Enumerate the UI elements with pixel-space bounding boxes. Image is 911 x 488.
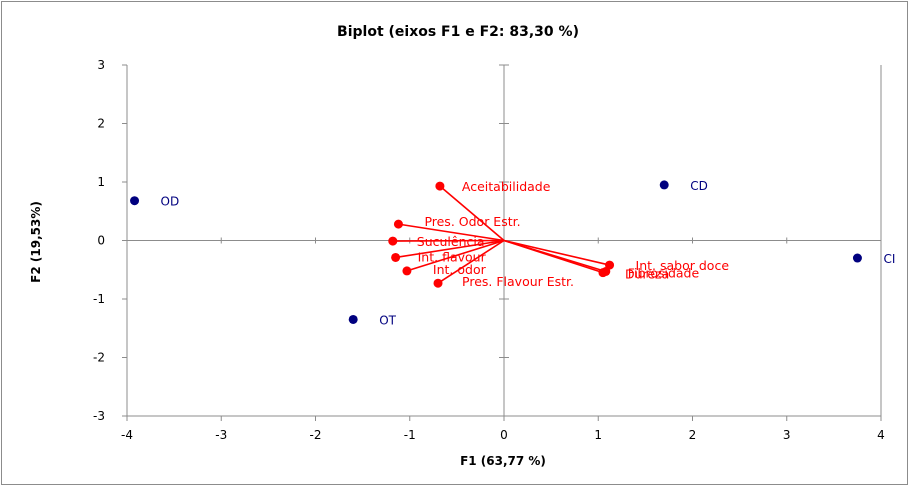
y-tick-label: -3 xyxy=(93,409,105,423)
variable-vector xyxy=(392,239,505,242)
tick-labels: -4 -3 -2 -1 0 1 2 3 4 -3 -2 -1 0 1 2 3 xyxy=(93,58,885,442)
variable-point xyxy=(402,266,412,276)
variable-label: Pres. Odor Estr. xyxy=(424,214,520,229)
x-tick-label: 3 xyxy=(783,428,791,442)
x-tick-label: 0 xyxy=(500,428,508,442)
variable-vector xyxy=(439,185,505,242)
x-axis-label: F1 (63,77 %) xyxy=(460,454,546,468)
x-tick-label: -4 xyxy=(121,428,133,442)
variable-vector xyxy=(398,223,505,242)
y-axis-label: F2 (19,53%) xyxy=(29,201,43,283)
variable-label: Suculência xyxy=(417,234,485,249)
variable-vectors: Aceitabilidade Pres. Odor Estr. Suculência… xyxy=(388,179,729,289)
y-tick-label: 3 xyxy=(97,58,105,72)
variable-vector xyxy=(395,239,505,259)
x-tick-label: 1 xyxy=(594,428,602,442)
variable-point xyxy=(393,219,403,229)
variable-vector xyxy=(406,239,505,272)
observation-label: CD xyxy=(690,179,708,193)
variable-vector xyxy=(503,239,610,266)
x-tick-label: 4 xyxy=(877,428,885,442)
variable-label: Pres. Flavour Estr. xyxy=(462,274,574,289)
observation-label: OD xyxy=(161,195,180,209)
variable-label: Int. sabor doce xyxy=(636,258,730,273)
variable-point xyxy=(433,278,443,288)
variable-label: Aceitabilidade xyxy=(462,179,551,194)
y-tick-label: 1 xyxy=(97,175,105,189)
x-tick-label: -1 xyxy=(404,428,416,442)
variable-point xyxy=(388,236,398,246)
chart-title: Biplot (eixos F1 e F2: 83,30 %) xyxy=(337,24,579,40)
x-tick-label: -3 xyxy=(215,428,227,442)
variable-point xyxy=(601,267,611,277)
observation-point xyxy=(348,314,358,324)
y-tick-label: 2 xyxy=(97,117,105,131)
y-tick-label: -2 xyxy=(93,351,105,365)
y-tick-label: 0 xyxy=(97,234,105,248)
observation-points: OD CD CI OT xyxy=(130,179,895,327)
observation-label: CI xyxy=(883,252,895,266)
observation-label: OT xyxy=(379,313,396,327)
observation-point xyxy=(852,253,862,263)
observation-point xyxy=(659,180,669,190)
variable-vector xyxy=(503,239,607,273)
x-tick-label: 2 xyxy=(689,428,697,442)
variable-label: Dureza xyxy=(625,267,669,282)
observation-point xyxy=(130,196,140,206)
x-tick-label: -2 xyxy=(310,428,322,442)
variable-point xyxy=(435,181,445,191)
variable-label: Fibrosidade xyxy=(628,266,700,281)
variable-vector xyxy=(437,239,505,284)
y-tick-label: -1 xyxy=(93,292,105,306)
variable-point xyxy=(391,252,401,262)
